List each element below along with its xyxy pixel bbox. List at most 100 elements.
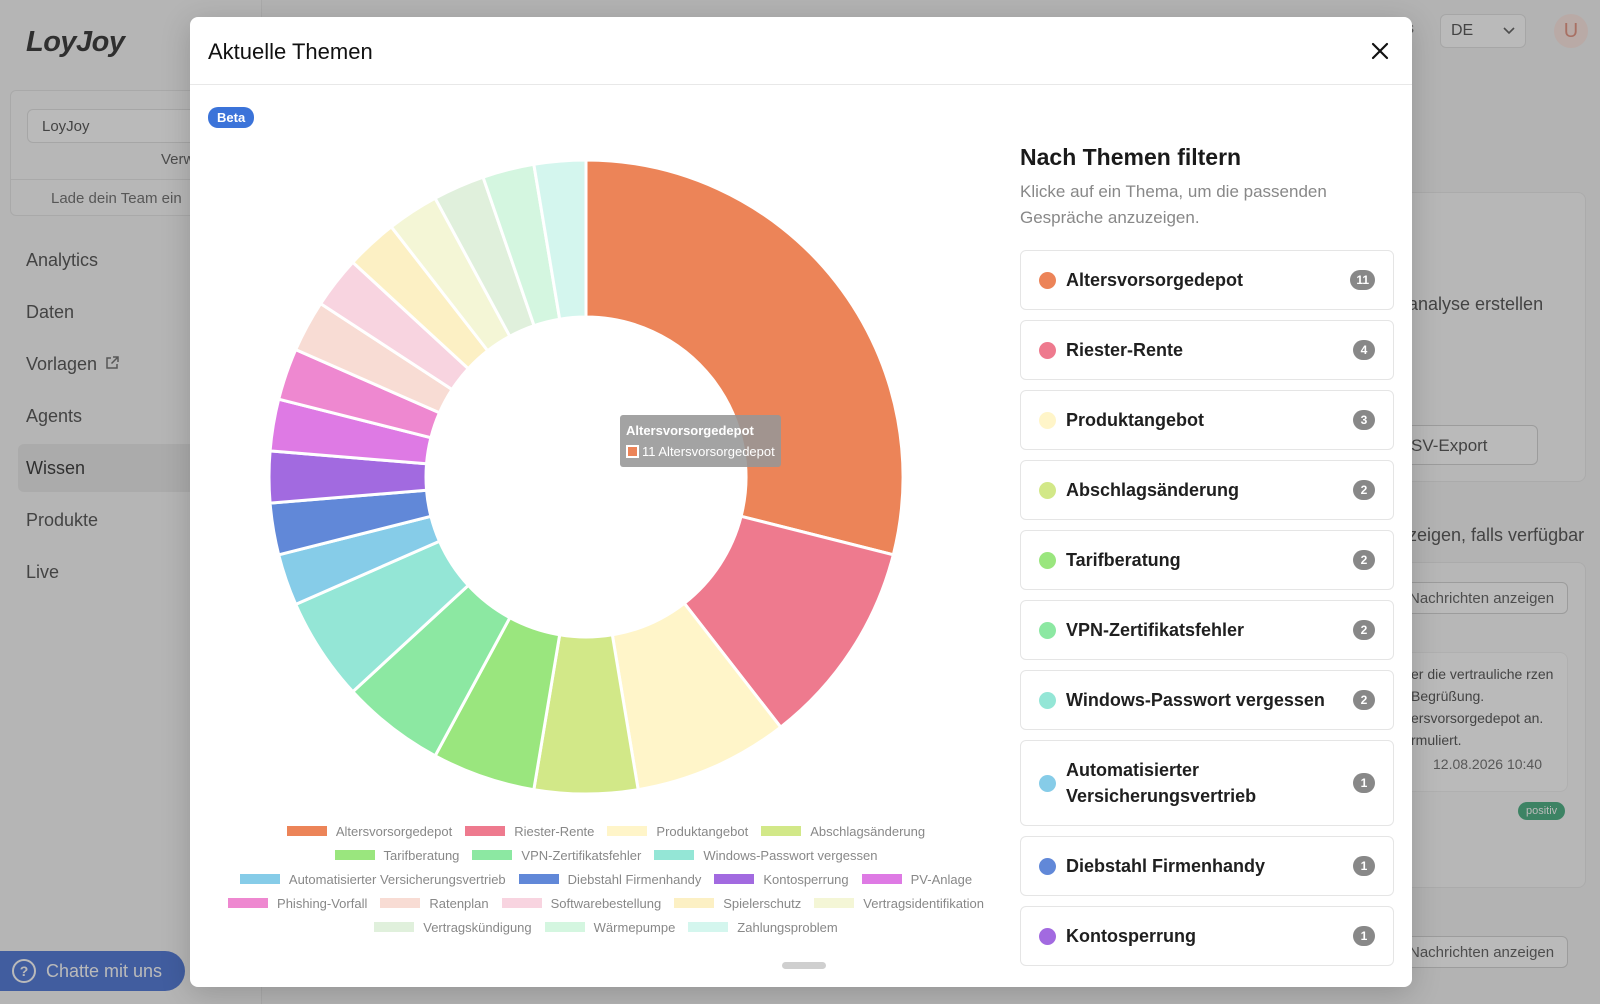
legend-swatch — [239, 874, 280, 884]
legend-item[interactable]: Diebstahl Firmenhandy — [518, 871, 702, 887]
topic-item[interactable]: Automatisierter Versicherungsvertrieb 1 — [1020, 740, 1394, 826]
legend-label: Ratenplan — [429, 895, 489, 911]
legend-label: VPN-Zertifikatsfehler — [521, 847, 642, 863]
bg-date: 12.08.2026 10:40 — [1433, 756, 1542, 772]
legend-label: Windows-Passwort vergessen — [703, 847, 878, 863]
legend-swatch — [380, 898, 421, 908]
legend-item[interactable]: Windows-Passwort vergessen — [654, 848, 877, 863]
legend-label: Wärmepumpe — [593, 919, 676, 935]
legend-label: Softwarebestellung — [550, 895, 662, 911]
avatar[interactable]: U — [1554, 14, 1588, 48]
invite-team-link[interactable]: Lade dein Team ein — [11, 179, 259, 207]
legend-item[interactable]: Automatisierter Versicherungsvertrieb — [239, 872, 506, 887]
topic-count-badge: 1 — [1353, 856, 1375, 876]
show-messages-button[interactable]: Nachrichten anzeigen — [1400, 582, 1568, 614]
topic-color-dot — [1039, 411, 1056, 429]
legend-swatch — [688, 922, 729, 932]
topic-item[interactable]: VPN-Zertifikatsfehler 2 — [1020, 600, 1394, 660]
sidebar-item-produkte[interactable]: Produkte — [18, 496, 258, 544]
topics-chart: Altersvorsorgedepot 11 Altersvorsorgedep… — [190, 137, 990, 817]
legend-item[interactable]: Vertragskündigung — [374, 920, 532, 935]
topic-label: Produktangebot — [1066, 410, 1204, 430]
topic-item[interactable]: Abschlagsänderung 2 — [1020, 460, 1394, 520]
donut-slice-altersvorsorgedepot[interactable] — [584, 158, 905, 557]
legend-swatch — [761, 826, 802, 836]
topic-label: Diebstahl Firmenhandy — [1066, 856, 1266, 876]
chat-button[interactable]: ? Chatte mit uns — [0, 951, 185, 991]
topic-color-dot — [1039, 774, 1056, 792]
topic-item[interactable]: Diebstahl Firmenhandy 1 — [1020, 836, 1394, 896]
legend-item[interactable]: Tarifberatung — [334, 848, 459, 863]
topic-item[interactable]: Altersvorsorgedepot 11 — [1020, 250, 1394, 310]
beta-badge: Beta — [208, 107, 255, 128]
close-button[interactable] — [1364, 35, 1396, 67]
legend-item[interactable]: Softwarebestellung — [501, 895, 662, 911]
legend-swatch — [861, 874, 902, 884]
tooltip-title: Altersvorsorgedepot — [626, 423, 754, 438]
legend-item[interactable]: Riester-Rente — [465, 824, 594, 839]
help-icon: ? — [12, 959, 36, 983]
topic-item[interactable]: Produktangebot 3 — [1020, 390, 1394, 450]
sidebar-item-label: Wissen — [26, 457, 86, 478]
legend-row: Altersvorsorgedepot Riester-Rente Produkta… — [206, 819, 1006, 843]
topic-label: VPN-Zertifikatsfehler — [1066, 620, 1245, 640]
logo: LoyJoy — [26, 26, 125, 58]
legend-item[interactable]: Spielerschutz — [674, 896, 801, 911]
topic-count-badge: 2 — [1353, 480, 1375, 500]
topic-count-badge: 3 — [1353, 410, 1375, 430]
show-messages-button[interactable]: Nachrichten anzeigen — [1400, 936, 1568, 968]
legend-item[interactable]: Kontosperrung — [714, 871, 849, 887]
sidebar-item-agents[interactable]: Agents — [18, 392, 258, 440]
legend-label: Diebstahl Firmenhandy — [567, 871, 702, 887]
legend-item[interactable]: Zahlungsproblem — [688, 919, 838, 935]
chevron-down-icon — [1503, 22, 1515, 40]
legend-label: Phishing-Vorfall — [277, 895, 368, 911]
legend-swatch — [814, 898, 855, 908]
topic-count-badge: 1 — [1353, 926, 1375, 946]
language-select[interactable]: DE — [1440, 14, 1526, 48]
topic-color-dot — [1039, 341, 1056, 359]
sidebar-item-analytics[interactable]: Analytics — [18, 236, 258, 284]
topic-color-dot — [1039, 927, 1056, 945]
legend-row: Tarifberatung VPN-Zertifikatsfehler Window… — [206, 843, 1006, 867]
topic-item[interactable]: Kontosperrung 1 — [1020, 906, 1394, 966]
topic-item[interactable]: Riester-Rente 4 — [1020, 320, 1394, 380]
topic-label: Kontosperrung — [1066, 926, 1196, 946]
donut-chart — [267, 158, 905, 796]
legend-swatch — [501, 898, 542, 908]
legend-row: Automatisierter Versicherungsvertrieb Die… — [206, 867, 1006, 891]
legend-item[interactable]: Altersvorsorgedepot — [286, 824, 452, 839]
legend-label: Kontosperrung — [763, 871, 849, 887]
legend-swatch — [374, 922, 415, 932]
sidebar-item-label: Analytics — [26, 249, 99, 270]
scroll-indicator[interactable] — [782, 962, 826, 969]
topic-label: Windows-Passwort vergessen — [1066, 690, 1325, 710]
legend-item[interactable]: Wärmepumpe — [544, 919, 676, 935]
legend-label: Riester-Rente — [514, 823, 595, 839]
legend-item[interactable]: Vertragsidentifikation — [814, 896, 984, 911]
sidebar-item-vorlagen[interactable]: Vorlagen — [18, 340, 258, 388]
sidebar-item-live[interactable]: Live — [18, 548, 258, 596]
legend-item[interactable]: Produktangebot — [607, 824, 748, 839]
legend-item[interactable]: VPN-Zertifikatsfehler — [472, 848, 641, 863]
legend-swatch — [472, 850, 513, 860]
legend-swatch — [654, 850, 695, 860]
topic-count-badge: 4 — [1353, 340, 1375, 360]
legend-item[interactable]: Abschlagsänderung — [761, 824, 925, 839]
legend-item[interactable]: PV-Anlage — [861, 872, 972, 887]
topic-item[interactable]: Tarifberatung 2 — [1020, 530, 1394, 590]
legend-item[interactable]: Phishing-Vorfall — [228, 896, 367, 911]
topic-color-dot — [1039, 857, 1056, 875]
donut-slice-zahlungsproblem[interactable] — [532, 158, 588, 321]
legend-item[interactable]: Ratenplan — [380, 895, 489, 911]
topic-item[interactable]: Windows-Passwort vergessen 2 — [1020, 670, 1394, 730]
sidebar-item-daten[interactable]: Daten — [18, 288, 258, 336]
topic-count-badge: 2 — [1353, 620, 1375, 640]
close-icon — [1371, 42, 1389, 60]
filter-title: Nach Themen filtern — [1020, 144, 1242, 170]
legend-label: Vertragsidentifikation — [863, 895, 984, 911]
legend-label: Zahlungsproblem — [737, 919, 838, 935]
sentiment-badge: positiv — [1518, 802, 1566, 820]
topic-label: Abschlagsänderung — [1066, 480, 1240, 500]
team-manage-link[interactable]: Verw — [161, 151, 195, 168]
